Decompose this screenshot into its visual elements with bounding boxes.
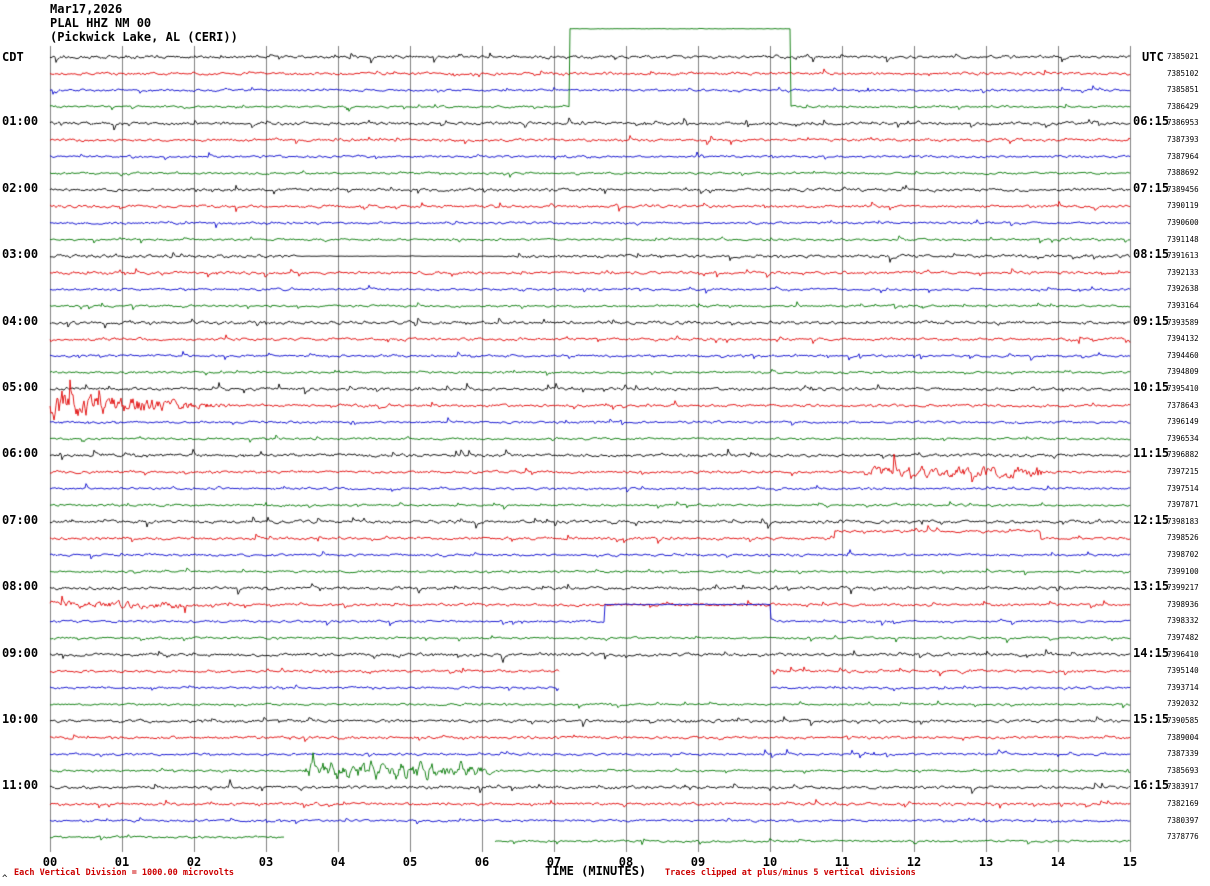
left-hour-label: 06:00 xyxy=(2,446,39,461)
trace-sequence-number: 7393714 xyxy=(1167,682,1199,692)
right-hour-label: 15:15 xyxy=(1133,712,1170,726)
left-hour-label: 10:00 xyxy=(2,712,39,726)
header-station-code: PLAL HHZ NM 00 xyxy=(50,16,152,30)
trace-sequence-number: 7380397 xyxy=(1167,815,1199,825)
trace-sequence-number: 7397871 xyxy=(1167,500,1199,510)
trace-sequence-number: 7387964 xyxy=(1167,151,1199,161)
trace-sequence-number: 7385693 xyxy=(1167,765,1199,775)
x-axis-tick-label: 08 xyxy=(618,855,634,869)
right-hour-label: 10:15 xyxy=(1133,380,1170,394)
trace-sequence-number: 7398526 xyxy=(1167,533,1199,543)
left-hour-label: 07:00 xyxy=(2,512,39,527)
trace-sequence-number: 7395410 xyxy=(1167,384,1199,393)
trace-sequence-number: 7394809 xyxy=(1167,367,1199,377)
trace-sequence-number: 7389004 xyxy=(1167,732,1199,742)
trace-sequence-number: 7399100 xyxy=(1167,566,1199,576)
x-axis-tick-label: 09 xyxy=(690,855,706,869)
trace-sequence-number: 7391148 xyxy=(1167,234,1199,244)
trace-sequence-number: 7398332 xyxy=(1167,616,1199,626)
trace-sequence-number: 7386429 xyxy=(1167,101,1199,111)
trace-sequence-number: 7396534 xyxy=(1167,433,1199,443)
trace-sequence-number: 7390119 xyxy=(1167,201,1199,211)
trace-sequence-number: 7397514 xyxy=(1167,483,1199,493)
left-hour-label: 05:00 xyxy=(2,380,39,394)
left-hour-label: 11:00 xyxy=(2,778,39,793)
trace-sequence-number: 7398936 xyxy=(1167,599,1199,609)
left-hour-label: 09:00 xyxy=(2,645,39,660)
x-axis-tick-label: 04 xyxy=(330,855,346,869)
right-hour-label: 12:15 xyxy=(1133,512,1170,527)
left-hour-label: 03:00 xyxy=(2,247,39,262)
trace-sequence-number: 7385851 xyxy=(1167,85,1199,95)
x-axis-tick-label: 00 xyxy=(42,855,58,869)
x-axis-tick-label: 05 xyxy=(402,855,418,869)
trace-sequence-number: 7385021 xyxy=(1167,52,1199,61)
header-station-location: (Pickwick Lake, AL (CERI)) xyxy=(50,30,238,44)
trace-sequence-number: 7394132 xyxy=(1167,334,1199,344)
right-hour-label: 16:15 xyxy=(1133,778,1170,793)
x-axis-tick-label: 12 xyxy=(906,855,922,869)
trace-sequence-number: 7398183 xyxy=(1167,516,1199,526)
left-hour-label: 08:00 xyxy=(2,579,39,594)
trace-sequence-number: 7398702 xyxy=(1167,550,1199,559)
x-axis-tick-label: 07 xyxy=(546,855,562,869)
trace-sequence-number: 7392638 xyxy=(1167,284,1199,294)
right-hour-label: 13:15 xyxy=(1133,579,1170,594)
trace-sequence-number: 7382169 xyxy=(1167,799,1199,808)
trace-sequence-number: 7397215 xyxy=(1167,467,1199,476)
trace-sequence-number: 7392032 xyxy=(1167,699,1199,709)
trace-sequence-number: 7396882 xyxy=(1167,450,1199,460)
x-axis-tick-label: 13 xyxy=(978,855,994,869)
trace-sequence-number: 7390585 xyxy=(1167,716,1199,725)
x-axis-title: TIME (MINUTES) xyxy=(545,864,647,878)
corner-mark: ^ xyxy=(2,874,8,884)
trace-sequence-number: 7388692 xyxy=(1167,168,1199,178)
trace-sequence-number: 7386953 xyxy=(1167,118,1199,128)
trace-sequence-number: 7390600 xyxy=(1167,218,1199,227)
x-axis-tick-label: 15 xyxy=(1122,855,1138,869)
trace-sequence-number: 7397482 xyxy=(1167,633,1199,642)
trace-sequence-number: 7396149 xyxy=(1167,417,1199,427)
right-hour-label: 09:15 xyxy=(1133,313,1170,328)
trace-sequence-number: 7378643 xyxy=(1167,400,1199,410)
right-hour-label: 14:15 xyxy=(1133,645,1170,660)
trace-sequence-number: 7393589 xyxy=(1167,317,1199,327)
trace-sequence-number: 7383917 xyxy=(1167,782,1199,792)
left-hour-label: 04:00 xyxy=(2,313,39,328)
trace-sequence-number: 7394460 xyxy=(1167,350,1199,360)
footer-clip-note: Traces clipped at plus/minus 5 vertical … xyxy=(665,868,916,878)
right-hour-label: 11:15 xyxy=(1133,446,1170,461)
trace-sequence-number: 7378776 xyxy=(1167,832,1199,842)
trace-sequence-number: 7385102 xyxy=(1167,68,1199,78)
left-timezone-label: CDT xyxy=(2,50,24,64)
trace-sequence-number: 7391613 xyxy=(1167,251,1199,261)
right-timezone-label: UTC xyxy=(1142,50,1164,64)
trace-sequence-number: 7393164 xyxy=(1167,301,1199,310)
left-hour-label: 01:00 xyxy=(2,114,39,129)
x-axis-tick-label: 02 xyxy=(186,855,202,869)
x-axis-tick-label: 03 xyxy=(258,855,274,869)
trace-sequence-number: 7395140 xyxy=(1167,666,1199,676)
right-hour-label: 08:15 xyxy=(1133,247,1170,262)
x-axis-tick-label: 14 xyxy=(1050,855,1066,869)
header-date: Mar17,2026 xyxy=(50,2,123,16)
right-hour-label: 06:15 xyxy=(1133,114,1170,129)
trace-sequence-number: 7387393 xyxy=(1167,135,1199,144)
x-axis-tick-label: 10 xyxy=(762,855,778,869)
footer-scale-note: Each Vertical Division = 1000.00 microvo… xyxy=(14,868,235,878)
x-axis-tick-label: 11 xyxy=(834,855,850,869)
x-axis-tick-label: 01 xyxy=(114,855,130,869)
right-hour-label: 07:15 xyxy=(1133,180,1170,195)
trace-sequence-number: 7389456 xyxy=(1167,184,1199,194)
trace-sequence-number: 7396410 xyxy=(1167,649,1199,659)
trace-sequence-number: 7392133 xyxy=(1167,267,1199,277)
trace-sequence-number: 7387339 xyxy=(1167,749,1199,759)
left-hour-label: 02:00 xyxy=(2,180,39,195)
trace-sequence-number: 7399217 xyxy=(1167,583,1199,593)
x-axis-tick-label: 06 xyxy=(474,855,490,869)
